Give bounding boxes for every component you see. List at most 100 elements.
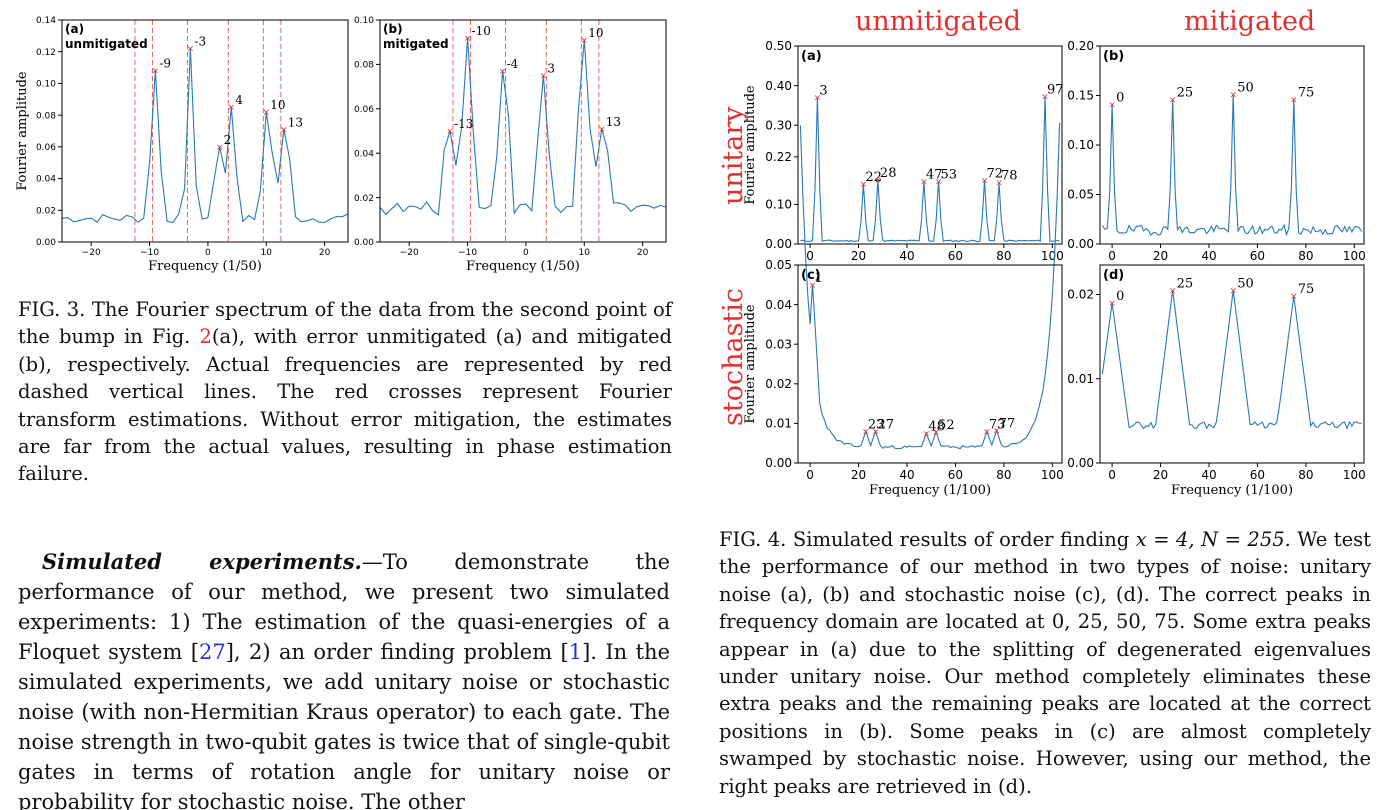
peak-marker: ×	[923, 429, 931, 439]
peak-label: 3	[819, 83, 827, 98]
peak-label: -3	[194, 35, 206, 49]
y-tick-label: 0.06	[354, 105, 374, 115]
x-tick-label: 60	[948, 249, 963, 263]
peak-marker: ×	[932, 428, 940, 438]
x-axis-label: Frequency (1/50)	[148, 259, 262, 274]
peak-marker: ×	[598, 125, 606, 135]
chart-fig3a: −20 −10 0 10 20 0.00 0.02 0.04 0.06 0.08 0.10 0.12 0…	[15, 16, 349, 274]
peak-marker: ×	[935, 177, 943, 187]
peak-label: -9	[159, 57, 171, 71]
y-tick-label: 0.04	[36, 175, 56, 185]
heading-dash: —	[361, 550, 383, 574]
x-tick-label: 40	[899, 468, 914, 482]
peak-marker: ×	[874, 176, 882, 186]
x-tick-label: 40	[899, 249, 914, 263]
series-line	[1101, 94, 1363, 237]
x-axis-label: Frequency (1/100)	[1171, 483, 1293, 498]
peak-label: -13	[454, 117, 473, 131]
peak-label: 2	[224, 133, 232, 147]
x-tick-label: 80	[996, 468, 1011, 482]
peak-label: 27	[878, 417, 895, 432]
fig3-caption-label: FIG. 3.	[18, 298, 86, 321]
peak-marker: ×	[1290, 95, 1298, 105]
y-tick-label: 0.10	[354, 16, 374, 26]
y-tick-label: 0.00	[765, 237, 792, 251]
x-tick-label: 20	[1153, 249, 1168, 263]
peak-label: 25	[1177, 85, 1194, 100]
x-tick-label: −20	[82, 248, 101, 258]
fig3-figure: −20 −10 0 10 200.000.020.040.060.080.100.120…	[15, 16, 667, 274]
peak-label: 3	[547, 62, 555, 76]
peak-marker: ×	[152, 67, 160, 77]
peak-label: 13	[288, 115, 303, 129]
peak-label: 23	[868, 417, 885, 432]
x-tick-label: 10	[579, 248, 591, 258]
y-tick-label: 0.10	[1067, 138, 1094, 152]
panel-title: mitigated	[383, 37, 449, 51]
body-paragraph: Simulated experiments.—To demonstrate th…	[18, 547, 670, 810]
y-tick-label: 0.08	[36, 111, 56, 121]
y-tick-label: 0.02	[36, 206, 56, 216]
peak-marker: ×	[1108, 299, 1116, 309]
fig4-caption-text-cont: We test the performance of our method in…	[719, 528, 1371, 798]
peak-marker: ×	[981, 177, 989, 187]
fig4-caption-math: x = 4, N = 255.	[1135, 528, 1291, 551]
fig4-figure: 0 20 40 60 80 1000.000.100.220.300.400.50×3×2…	[743, 39, 1366, 498]
y-tick-label: 0.08	[354, 61, 374, 71]
x-tick-label: 40	[1201, 249, 1216, 263]
y-tick-label: 0.14	[36, 16, 56, 26]
y-tick-label: 0.10	[36, 80, 56, 90]
y-tick-label: 0.15	[1067, 89, 1094, 103]
series-line	[1101, 290, 1362, 430]
fig4-col-label-mitigated: mitigated	[1184, 6, 1316, 37]
x-axis-label: Frequency (1/100)	[869, 483, 991, 498]
peak-marker: ×	[499, 67, 507, 77]
peak-label: 47	[926, 167, 943, 182]
y-tick-label: 0.20	[1067, 39, 1094, 53]
peak-label: 52	[938, 418, 955, 433]
x-tick-label: 0	[523, 248, 529, 258]
fig3-caption-text-cont: (a), with error unmitigated (a) and miti…	[18, 325, 672, 486]
citation-link-27[interactable]: 27	[198, 640, 226, 664]
plot-frame	[61, 19, 349, 243]
y-tick-label: 0.05	[1067, 188, 1094, 202]
y-tick-label: 0.00	[1067, 456, 1094, 470]
y-tick-label: 0.02	[765, 377, 792, 391]
peak-label: 53	[940, 167, 957, 182]
section-heading: Simulated experiments.	[42, 549, 362, 574]
x-axis-label: Frequency (1/50)	[466, 259, 580, 274]
series-line	[799, 122, 1061, 450]
y-tick-label: 0.00	[36, 238, 56, 248]
peak-marker: ×	[872, 427, 880, 437]
x-tick-label: −10	[140, 248, 159, 258]
fig4-caption-text: Simulated results of order finding	[786, 528, 1136, 551]
peak-label: 75	[1298, 282, 1315, 297]
y-tick-label: 0.00	[765, 456, 792, 470]
x-tick-label: 10	[261, 248, 273, 258]
peak-label: 28	[880, 166, 897, 181]
citation-link-1[interactable]: 1	[568, 640, 583, 664]
y-tick-label: 0.03	[765, 337, 792, 351]
peak-marker: ×	[280, 125, 288, 135]
fig-ref-link[interactable]: 2	[199, 325, 212, 349]
y-tick-label: 0.40	[765, 79, 792, 93]
y-tick-label: 0.12	[36, 48, 56, 58]
y-tick-label: 0.22	[765, 150, 792, 164]
x-tick-label: 80	[1298, 468, 1313, 482]
y-tick-label: 0.06	[36, 143, 56, 153]
peak-marker: ×	[809, 281, 817, 291]
peak-label: 1	[815, 271, 823, 286]
panel-label: (b)	[1103, 49, 1124, 64]
peak-label: 22	[865, 170, 882, 185]
peak-marker: ×	[814, 93, 822, 103]
y-tick-label: 0.01	[765, 417, 792, 431]
panel-label: (a)	[801, 49, 822, 64]
peak-marker: ×	[920, 177, 928, 187]
fig4-col-label-unmitigated: unmitigated	[855, 6, 1021, 37]
x-tick-label: 100	[1343, 468, 1366, 482]
chart-fig4c: 0 20 40 60 80 1000.000.010.020.030.040.05×1×2…	[743, 122, 1064, 498]
y-axis-label: Fourier amplitude	[15, 71, 30, 191]
body-text-1: To demonstrate the performance of our me…	[18, 550, 670, 664]
